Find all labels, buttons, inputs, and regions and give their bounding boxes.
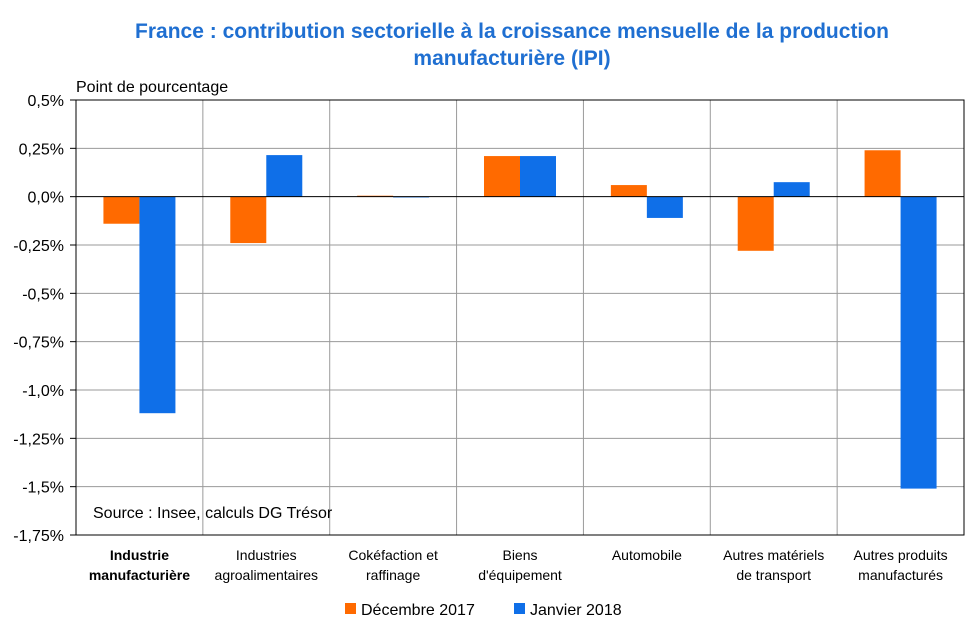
plot-frame (75, 99, 965, 536)
bar-decembre-2017 (610, 185, 647, 197)
legend: Décembre 2017 Janvier 2018 (345, 602, 622, 619)
y-tick-label: -1,5% (22, 480, 64, 497)
y-tick-label: -1,0% (22, 383, 64, 400)
bar-decembre-2017 (864, 150, 901, 197)
x-category-label: raffinage (366, 567, 420, 583)
x-category-labels: Industrie manufacturière Industries agroali… (89, 547, 948, 583)
bar-janvier-2018 (646, 196, 683, 218)
grid (76, 99, 964, 536)
x-category-label: manufacturés (858, 567, 943, 583)
y-tick-label: -0,5% (22, 286, 64, 303)
bar-decembre-2017 (484, 156, 520, 197)
bar-decembre-2017 (103, 196, 140, 224)
x-category-label: Automobile (612, 547, 682, 563)
x-category-label: agroalimentaires (215, 567, 319, 583)
bars (103, 150, 937, 489)
y-axis-label: Point de pourcentage (76, 79, 228, 96)
y-tick-label: -1,75% (13, 528, 64, 545)
y-tick-label: -1,25% (13, 431, 64, 448)
y-tick-label: 0,5% (28, 93, 64, 110)
legend-label: Décembre 2017 (361, 602, 475, 619)
x-category-label: de transport (736, 567, 811, 583)
chart-title: France : contribution sectorielle à la c… (0, 18, 975, 72)
bar-janvier-2018 (266, 155, 303, 197)
y-tick-label: -0,75% (13, 335, 64, 352)
chart-title-line-1: France : contribution sectorielle à la c… (135, 20, 889, 43)
x-category-label: d'équipement (478, 567, 562, 583)
y-tick-label: -0,25% (13, 238, 64, 255)
legend-label: Janvier 2018 (530, 602, 622, 619)
x-category-label: Autres produits (853, 547, 947, 563)
chart-title-line-2: manufacturière (IPI) (413, 47, 611, 70)
y-tick-label: 0,0% (28, 190, 64, 207)
source-note: Source : Insee, calculs DG Trésor (93, 505, 333, 522)
axes (70, 99, 965, 536)
x-category-label: Industrie (110, 547, 169, 563)
x-category-label: Biens (502, 547, 537, 563)
bar-decembre-2017 (230, 196, 267, 244)
x-category-label: manufacturière (89, 567, 190, 583)
bar-janvier-2018 (900, 196, 937, 489)
bar-janvier-2018 (520, 156, 556, 197)
y-tick-label: 0,25% (19, 141, 64, 158)
y-tick-labels: 0,5% 0,25% 0,0% -0,25% -0,5% -0,75% -1,0% -1,25… (13, 93, 64, 545)
x-category-label: Industries (236, 547, 297, 563)
bar-janvier-2018 (139, 196, 176, 414)
legend-swatch (514, 603, 525, 614)
bar-decembre-2017 (737, 196, 774, 251)
bar-janvier-2018 (773, 182, 810, 197)
x-category-label: Cokéfaction et (348, 547, 438, 563)
legend-swatch (345, 603, 356, 614)
x-category-label: Autres matériels (723, 547, 824, 563)
